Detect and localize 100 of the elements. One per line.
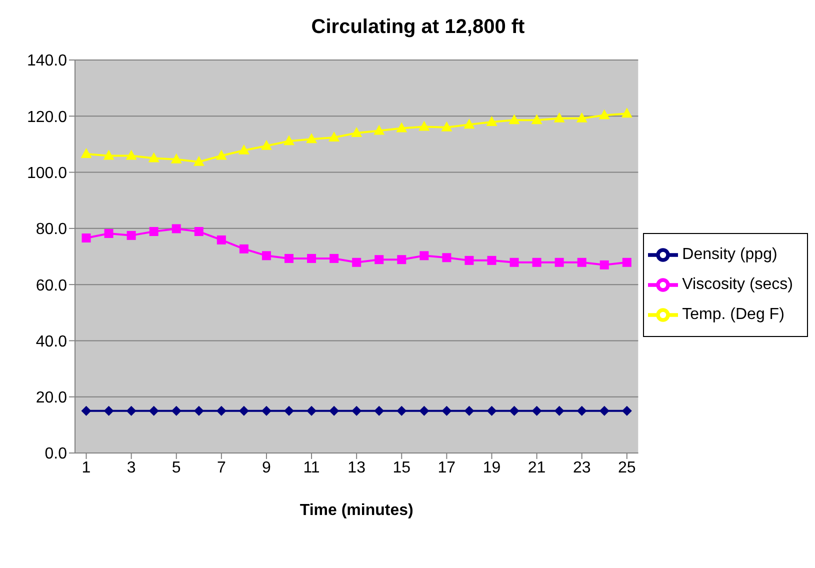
point	[419, 406, 430, 416]
x-tick-label: 13	[348, 459, 366, 476]
point	[577, 258, 586, 267]
point	[486, 116, 498, 126]
point	[486, 406, 497, 416]
point	[352, 258, 362, 267]
point	[554, 406, 564, 416]
point	[576, 112, 588, 122]
point	[351, 126, 362, 137]
point	[510, 258, 519, 267]
x-tick-label: 17	[438, 459, 456, 476]
point	[328, 131, 340, 142]
point	[621, 108, 632, 118]
point	[216, 150, 227, 160]
y-tick-label: 0.0	[44, 446, 68, 463]
point	[82, 233, 91, 242]
point	[307, 254, 316, 263]
point	[284, 254, 294, 263]
point	[148, 152, 160, 162]
point	[104, 406, 114, 416]
point	[576, 406, 587, 416]
point	[442, 253, 452, 262]
point	[103, 150, 114, 160]
point	[216, 406, 226, 416]
point	[396, 406, 407, 416]
legend-label: Density (ppg)	[682, 246, 778, 263]
point	[464, 118, 475, 129]
point	[284, 135, 294, 146]
point	[238, 406, 249, 416]
point	[554, 112, 565, 122]
point	[598, 109, 610, 120]
x-tick-label: 15	[392, 459, 411, 476]
point	[193, 156, 204, 166]
point	[194, 227, 204, 236]
x-axis-title: Time (minutes)	[300, 502, 414, 519]
point	[509, 406, 520, 416]
point	[420, 251, 429, 260]
point	[487, 256, 496, 265]
point	[262, 251, 271, 260]
x-tick-label: 11	[303, 459, 320, 476]
legend-label: Temp. (Deg F)	[682, 306, 784, 324]
point	[600, 260, 609, 270]
x-tick-label: 1	[82, 459, 91, 476]
chart-title: Circulating at 12,800 ft	[310, 15, 526, 40]
x-tick-label: 3	[126, 459, 136, 476]
x-tick-label: 7	[216, 459, 226, 476]
legend-label: Viscosity (secs)	[682, 276, 793, 294]
y-tick-label: 80.0	[36, 221, 68, 238]
y-tick-label: 100.0	[26, 164, 68, 182]
x-tick-label: 23	[572, 459, 591, 476]
point	[441, 121, 452, 132]
point	[532, 406, 542, 416]
point	[352, 406, 362, 416]
y-tick-label: 140.0	[26, 52, 68, 70]
point	[170, 153, 182, 164]
point	[172, 224, 181, 234]
point	[148, 406, 159, 416]
x-tick-label: 21	[528, 459, 546, 476]
point	[531, 114, 542, 124]
x-tick-label: 9	[262, 459, 272, 476]
x-tick-label: 5	[172, 459, 181, 476]
point	[260, 140, 272, 150]
point	[239, 244, 248, 254]
y-tick-label: 60.0	[36, 277, 68, 294]
point	[442, 406, 452, 416]
x-tick-label: 25	[618, 459, 636, 476]
y-tick-label: 40.0	[36, 333, 68, 350]
point	[396, 122, 408, 132]
point	[80, 148, 92, 158]
point	[532, 258, 542, 267]
point	[330, 254, 339, 263]
point	[171, 406, 182, 416]
point	[126, 406, 136, 416]
point	[374, 124, 385, 135]
point	[126, 150, 137, 160]
y-tick-label: 20.0	[36, 390, 68, 407]
point	[508, 114, 520, 124]
point	[464, 256, 474, 265]
point	[622, 258, 632, 267]
point	[599, 406, 610, 416]
point	[554, 258, 564, 267]
point	[81, 406, 92, 416]
x-tick-label: 19	[482, 459, 501, 476]
point	[418, 120, 430, 131]
point	[622, 406, 632, 416]
point	[238, 144, 250, 154]
point	[261, 406, 272, 416]
point	[306, 406, 317, 416]
point	[126, 230, 136, 240]
point	[374, 406, 384, 416]
point	[329, 406, 340, 416]
y-tick-label: 120.0	[26, 108, 68, 126]
point	[149, 227, 158, 236]
point	[194, 406, 204, 416]
point	[374, 255, 384, 264]
point	[464, 406, 474, 416]
point	[104, 228, 114, 238]
point	[397, 255, 406, 264]
point	[216, 235, 226, 244]
point	[306, 133, 318, 144]
